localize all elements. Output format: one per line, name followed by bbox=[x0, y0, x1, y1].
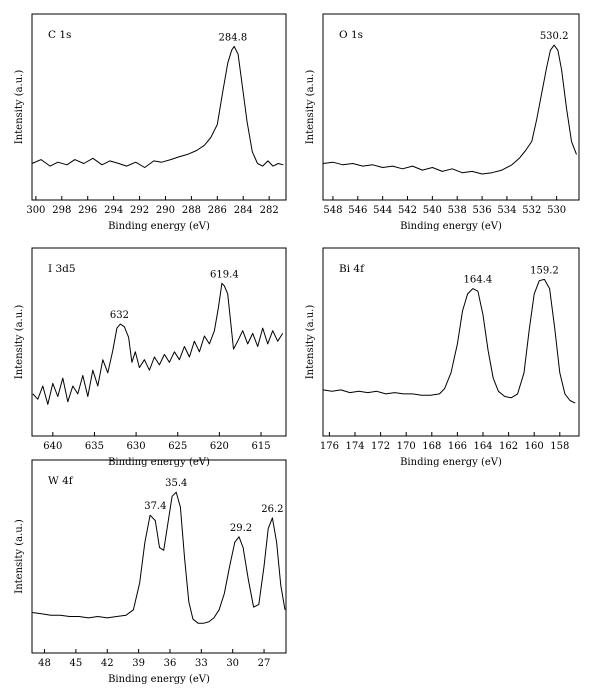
x-tick-label-w4f: 45 bbox=[70, 658, 83, 669]
x-tick-label-w4f: 39 bbox=[132, 658, 145, 669]
panel-w4f: 48 45 42 39 36 33 30 27 Binding energy (eV) Inten… bbox=[14, 459, 287, 685]
panel-bi4f: 176 174 172 170 168 166 164 162 160 158 Binding en… bbox=[305, 247, 580, 468]
x-tick-label-w4f: 42 bbox=[101, 658, 114, 669]
peak-label-bi4f: 164.4 bbox=[464, 275, 493, 286]
x-tick-label-w4f: 30 bbox=[226, 658, 239, 669]
y-axis-label-o1s: Intensity (a.u.) bbox=[305, 70, 316, 145]
x-tick-label-i3d5: 640 bbox=[43, 441, 62, 452]
x-tick-label-c1s: 300 bbox=[26, 205, 45, 216]
x-tick-label-o1s: 532 bbox=[522, 205, 541, 216]
x-axis-label-w4f: Binding energy (eV) bbox=[108, 674, 210, 685]
spectrum-line-o1s bbox=[322, 44, 577, 175]
x-tick-label-bi4f: 166 bbox=[448, 441, 467, 452]
spectrum-line-i3d5 bbox=[32, 282, 284, 405]
spectrum-line-c1s bbox=[31, 45, 284, 168]
y-axis-label-i3d5: Intensity (a.u.) bbox=[14, 305, 25, 380]
x-tick-label-c1s: 286 bbox=[208, 205, 227, 216]
x-axis-label-o1s: Binding energy (eV) bbox=[400, 221, 502, 232]
plot-frame-c1s bbox=[31, 13, 287, 201]
x-tick-label-bi4f: 172 bbox=[371, 441, 390, 452]
plot-frame-w4f bbox=[31, 459, 287, 654]
x-tick-label-o1s: 540 bbox=[423, 205, 442, 216]
x-tick-label-w4f: 48 bbox=[38, 658, 51, 669]
x-tick-label-bi4f: 176 bbox=[320, 441, 339, 452]
y-axis-label-w4f: Intensity (a.u.) bbox=[14, 519, 25, 594]
panel-i3d5: 640 635 630 625 620 615 Binding energy (eV) Int… bbox=[14, 247, 287, 468]
peak-label-c1s: 284.8 bbox=[219, 32, 248, 43]
x-tick-label-c1s: 290 bbox=[156, 205, 175, 216]
x-tick-label-c1s: 298 bbox=[52, 205, 71, 216]
y-axis-label-bi4f: Intensity (a.u.) bbox=[305, 305, 316, 380]
panel-title-bi4f: Bi 4f bbox=[339, 263, 365, 275]
x-axis-label-i3d5: Binding energy (eV) bbox=[108, 457, 210, 468]
x-axis-label-c1s: Binding energy (eV) bbox=[108, 221, 210, 232]
x-tick-label-o1s: 530 bbox=[547, 205, 566, 216]
x-tick-label-o1s: 546 bbox=[348, 205, 367, 216]
x-tick-label-o1s: 544 bbox=[373, 205, 392, 216]
x-tick-label-bi4f: 162 bbox=[499, 441, 518, 452]
peak-label-bi4f: 159.2 bbox=[530, 265, 559, 276]
x-tick-label-o1s: 534 bbox=[497, 205, 516, 216]
x-tick-label-c1s: 292 bbox=[130, 205, 149, 216]
x-tick-label-i3d5: 620 bbox=[210, 441, 229, 452]
x-tick-label-w4f: 36 bbox=[164, 658, 177, 669]
plot-frame-bi4f bbox=[322, 247, 580, 437]
y-axis-label-c1s: Intensity (a.u.) bbox=[14, 70, 25, 145]
x-tick-label-c1s: 288 bbox=[182, 205, 201, 216]
x-tick-label-bi4f: 158 bbox=[550, 441, 569, 452]
peak-label-w4f: 37.4 bbox=[144, 501, 166, 512]
x-tick-label-c1s: 294 bbox=[104, 205, 123, 216]
x-tick-label-o1s: 542 bbox=[398, 205, 417, 216]
x-tick-label-bi4f: 164 bbox=[473, 441, 492, 452]
x-tick-label-i3d5: 625 bbox=[168, 441, 187, 452]
spectrum-line-w4f bbox=[31, 491, 286, 624]
peak-label-w4f: 29.2 bbox=[230, 523, 252, 534]
x-tick-label-c1s: 282 bbox=[260, 205, 279, 216]
x-tick-label-w4f: 33 bbox=[195, 658, 208, 669]
panel-title-c1s: C 1s bbox=[48, 29, 71, 41]
spectrum-line-bi4f bbox=[322, 278, 576, 404]
x-tick-label-i3d5: 630 bbox=[127, 441, 146, 452]
x-tick-label-i3d5: 615 bbox=[251, 441, 270, 452]
x-axis-label-bi4f: Binding energy (eV) bbox=[400, 457, 502, 468]
x-tick-label-w4f: 27 bbox=[258, 658, 271, 669]
plot-frame-o1s bbox=[322, 13, 580, 201]
panel-title-o1s: O 1s bbox=[339, 29, 363, 41]
peak-label-w4f: 35.4 bbox=[165, 478, 187, 489]
x-tick-label-o1s: 536 bbox=[473, 205, 492, 216]
peak-label-w4f: 26.2 bbox=[261, 504, 283, 515]
x-tick-label-i3d5: 635 bbox=[85, 441, 104, 452]
peak-label-o1s: 530.2 bbox=[540, 31, 569, 42]
x-tick-label-bi4f: 168 bbox=[422, 441, 441, 452]
panel-c1s: 300 298 296 294 292 290 288 286 284 282 Binding en… bbox=[14, 13, 287, 232]
x-tick-label-c1s: 284 bbox=[234, 205, 253, 216]
peak-label-i3d5: 619.4 bbox=[210, 269, 239, 280]
x-tick-label-c1s: 296 bbox=[78, 205, 97, 216]
x-tick-label-bi4f: 160 bbox=[525, 441, 544, 452]
x-tick-label-o1s: 538 bbox=[448, 205, 467, 216]
panel-o1s: 548 546 544 542 540 538 536 534 532 530 Binding en… bbox=[305, 13, 580, 232]
plot-frame-i3d5 bbox=[31, 247, 287, 437]
x-tick-label-bi4f: 170 bbox=[397, 441, 416, 452]
x-tick-label-o1s: 548 bbox=[323, 205, 342, 216]
peak-label-i3d5: 632 bbox=[110, 310, 129, 321]
x-tick-label-bi4f: 174 bbox=[345, 441, 364, 452]
panel-title-i3d5: I 3d5 bbox=[48, 263, 76, 275]
panel-title-w4f: W 4f bbox=[48, 475, 74, 487]
